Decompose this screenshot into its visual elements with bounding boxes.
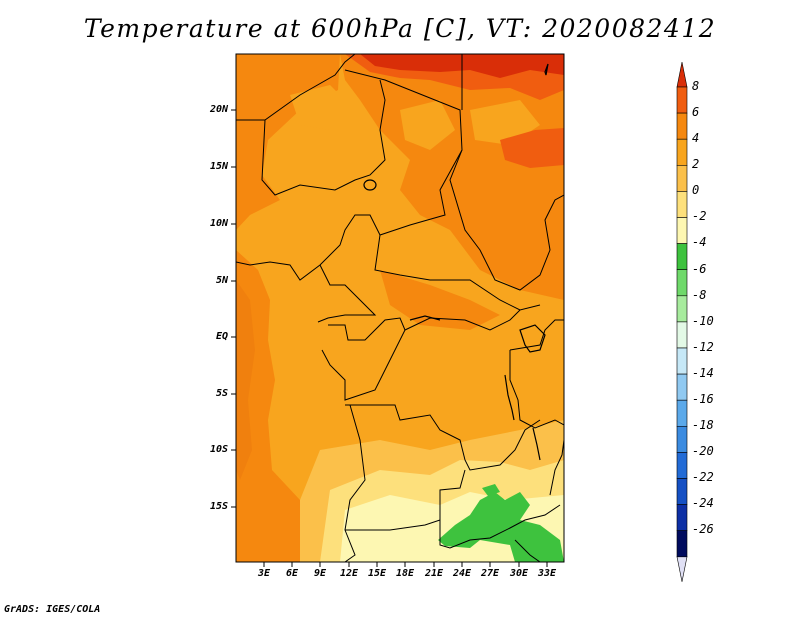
border-line	[344, 404, 366, 562]
colorbar-label: -24	[692, 496, 714, 510]
lat-label-20n: 20N	[209, 104, 228, 115]
lon-label-3e: 3E	[257, 568, 271, 579]
field-patch-1	[290, 85, 350, 130]
colorbar-box	[676, 373, 688, 401]
border-line	[345, 404, 541, 471]
lake-tanganyika	[504, 374, 515, 421]
country-borders	[236, 54, 564, 562]
border-line	[509, 350, 564, 429]
colorbar-box	[676, 295, 688, 323]
colorbar-box	[676, 504, 688, 532]
colorbar-box	[676, 112, 688, 140]
map-frame	[235, 53, 565, 563]
lakes	[363, 63, 549, 461]
border-line	[404, 309, 521, 331]
border-line	[236, 54, 356, 121]
lat-label-10s: 10S	[209, 444, 228, 455]
colorbar-bottom-triangle	[676, 556, 688, 582]
colorbar-label: -14	[692, 366, 714, 380]
lon-label-18e: 18E	[395, 568, 415, 579]
colorbar-box	[676, 217, 688, 244]
grads-credit: GrADS: IGES/COLA	[4, 604, 101, 615]
colorbar-box	[676, 530, 688, 558]
border-line	[439, 504, 561, 549]
colorbar-box	[676, 138, 688, 166]
colorbar-label: 2	[692, 157, 700, 171]
colorbar-label: -4	[692, 235, 707, 249]
colorbar-label: -10	[692, 314, 714, 328]
lat-label-eq: EQ	[215, 331, 228, 342]
lat-label-5s: 5S	[215, 388, 228, 399]
coast-mark-north	[544, 63, 549, 76]
field-region-neg6-neg4	[438, 492, 564, 562]
colorbar-box	[676, 452, 688, 479]
border-line	[261, 79, 386, 196]
lon-label-15e: 15E	[367, 568, 387, 579]
colorbar-label: 0	[692, 183, 700, 197]
field-region-central-patch	[380, 270, 500, 330]
colorbar-label: -18	[692, 418, 714, 432]
lon-label-6e: 6E	[285, 568, 299, 579]
colorbar-box	[676, 478, 688, 505]
lat-label-10n: 10N	[209, 218, 228, 229]
colorbar-box	[676, 86, 688, 114]
colorbar-label: -22	[692, 470, 714, 484]
border-line	[374, 234, 541, 311]
field-patch-2	[400, 100, 455, 150]
lon-label-21e: 21E	[424, 568, 444, 579]
colorbar-label: -26	[692, 522, 714, 536]
lat-label-15s: 15S	[209, 501, 228, 512]
temperature-field	[236, 54, 564, 562]
colorbar-box	[676, 425, 688, 453]
congo-river-mark	[409, 315, 441, 321]
border-line	[449, 149, 564, 291]
field-region-4-6-east	[500, 128, 564, 168]
lon-label-9e: 9E	[313, 568, 327, 579]
colorbar-label: -8	[692, 288, 707, 302]
border-line	[509, 319, 564, 351]
colorbar	[676, 61, 688, 582]
axis-ticks	[231, 109, 548, 567]
colorbar-label: -12	[692, 340, 714, 354]
colorbar-label: -20	[692, 444, 714, 458]
lake-victoria	[519, 324, 546, 353]
colorbar-label: -2	[692, 209, 707, 223]
colorbar-label: 8	[692, 79, 700, 93]
colorbar-box	[676, 347, 688, 375]
border-line	[344, 69, 463, 151]
lon-label-24e: 24E	[452, 568, 472, 579]
map-title: Temperature at 600hPa [C], VT: 202008241…	[83, 14, 717, 43]
colorbar-label: -6	[692, 262, 707, 276]
field-patch-green	[482, 484, 500, 496]
colorbar-box	[676, 269, 688, 297]
lat-label-5n: 5N	[215, 275, 228, 286]
lake-chad	[363, 179, 377, 191]
colorbar-box	[676, 191, 688, 218]
colorbar-top-triangle	[676, 61, 688, 88]
lon-label-33e: 33E	[537, 568, 557, 579]
colorbar-box	[676, 399, 688, 427]
colorbar-label: 6	[692, 105, 700, 119]
border-line	[317, 264, 377, 323]
border-line	[236, 149, 463, 281]
lake-malawi	[532, 427, 541, 461]
lon-label-12e: 12E	[339, 568, 359, 579]
colorbar-label: 4	[692, 131, 700, 145]
field-region-coast	[236, 280, 255, 480]
colorbar-label: -16	[692, 392, 714, 406]
colorbar-box	[676, 165, 688, 192]
colorbar-box	[676, 243, 688, 271]
lon-label-27e: 27E	[480, 568, 500, 579]
lon-label-30e: 30E	[509, 568, 529, 579]
lat-label-15n: 15N	[209, 161, 228, 172]
border-line	[549, 439, 564, 496]
colorbar-box	[676, 321, 688, 349]
border-line	[514, 539, 541, 562]
